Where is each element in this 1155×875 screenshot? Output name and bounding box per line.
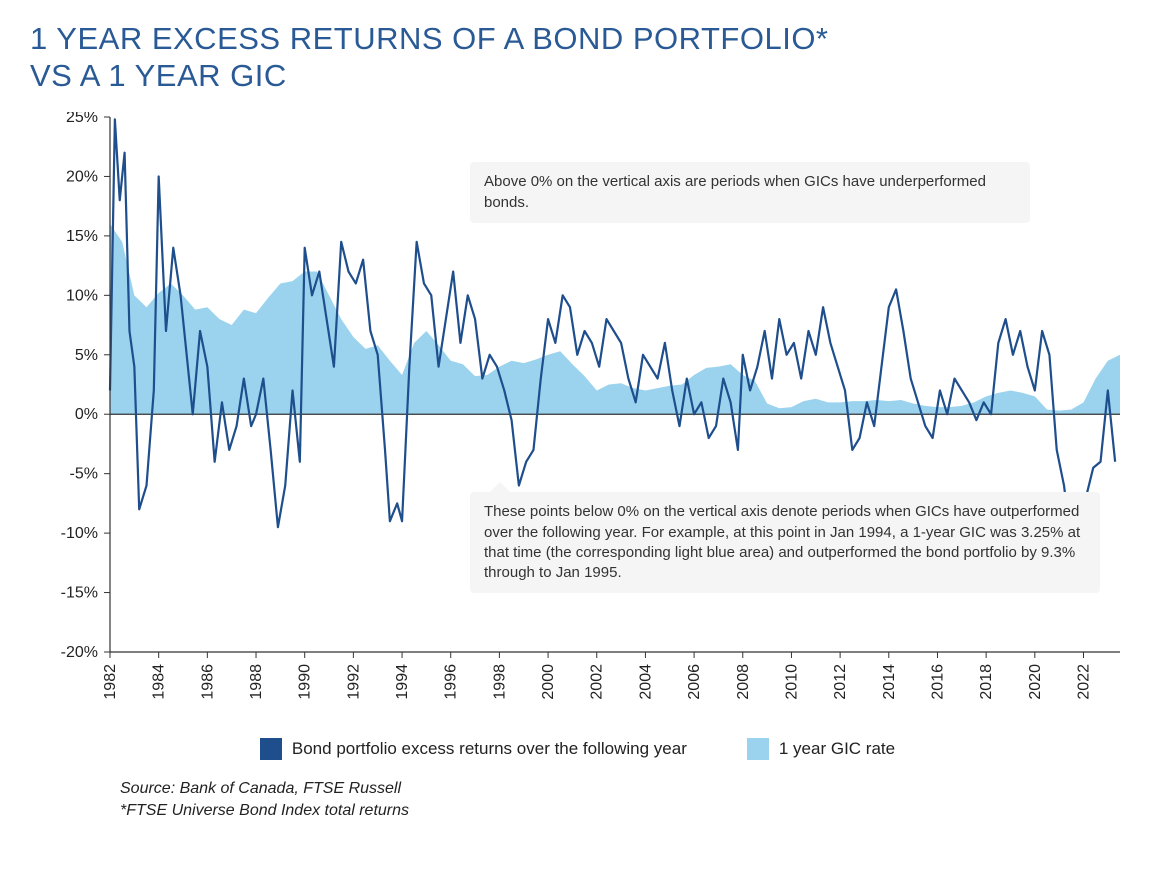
chart-container: -20% -15% -10% -5% 0% 5% 10% 15% 20% 25% 1982 1984 1…	[30, 112, 1125, 732]
svg-text:1990: 1990	[297, 664, 314, 700]
svg-text:2004: 2004	[637, 664, 654, 700]
svg-text:2020: 2020	[1027, 664, 1044, 700]
footnote-source: Source: Bank of Canada, FTSE Russell	[120, 778, 1125, 800]
svg-text:20%: 20%	[66, 169, 98, 186]
chart-title: 1 YEAR EXCESS RETURNS OF A BOND PORTFOLI…	[30, 20, 830, 94]
svg-text:2008: 2008	[735, 664, 752, 700]
svg-text:-15%: -15%	[61, 585, 98, 602]
svg-text:2010: 2010	[783, 664, 800, 700]
svg-text:1998: 1998	[491, 664, 508, 700]
svg-text:1986: 1986	[199, 664, 216, 700]
svg-text:1984: 1984	[151, 664, 168, 700]
annotation-lower: These points below 0% on the vertical ax…	[470, 492, 1100, 593]
legend-label-bond: Bond portfolio excess returns over the f…	[292, 739, 687, 759]
legend-label-gic: 1 year GIC rate	[779, 739, 895, 759]
chart-footnotes: Source: Bank of Canada, FTSE Russell *FT…	[120, 778, 1125, 821]
svg-text:2012: 2012	[832, 664, 849, 700]
svg-text:2014: 2014	[881, 664, 898, 700]
legend-item-bond: Bond portfolio excess returns over the f…	[260, 738, 687, 760]
svg-text:2018: 2018	[978, 664, 995, 700]
legend-item-gic: 1 year GIC rate	[747, 738, 895, 760]
svg-text:10%: 10%	[66, 288, 98, 305]
svg-text:5%: 5%	[75, 347, 98, 364]
svg-text:1994: 1994	[394, 664, 411, 700]
svg-text:2002: 2002	[589, 664, 606, 700]
svg-text:1996: 1996	[443, 664, 460, 700]
legend-swatch-bond	[260, 738, 282, 760]
svg-text:1982: 1982	[102, 664, 119, 700]
svg-text:0%: 0%	[75, 407, 98, 424]
svg-text:2022: 2022	[1075, 664, 1092, 700]
svg-text:1992: 1992	[345, 664, 362, 700]
svg-text:-20%: -20%	[61, 644, 98, 661]
annotation-lower-text: These points below 0% on the vertical ax…	[484, 503, 1080, 581]
footnote-note: *FTSE Universe Bond Index total returns	[120, 800, 1125, 822]
svg-text:25%: 25%	[66, 112, 98, 126]
svg-text:1988: 1988	[248, 664, 265, 700]
svg-text:15%: 15%	[66, 228, 98, 245]
svg-text:-10%: -10%	[61, 525, 98, 542]
svg-text:-5%: -5%	[70, 466, 98, 483]
chart-legend: Bond portfolio excess returns over the f…	[30, 738, 1125, 760]
annotation-upper: Above 0% on the vertical axis are period…	[470, 162, 1030, 223]
svg-text:2016: 2016	[929, 664, 946, 700]
annotation-upper-text: Above 0% on the vertical axis are period…	[484, 173, 986, 210]
legend-swatch-gic	[747, 738, 769, 760]
svg-text:2000: 2000	[540, 664, 557, 700]
svg-text:2006: 2006	[686, 664, 703, 700]
